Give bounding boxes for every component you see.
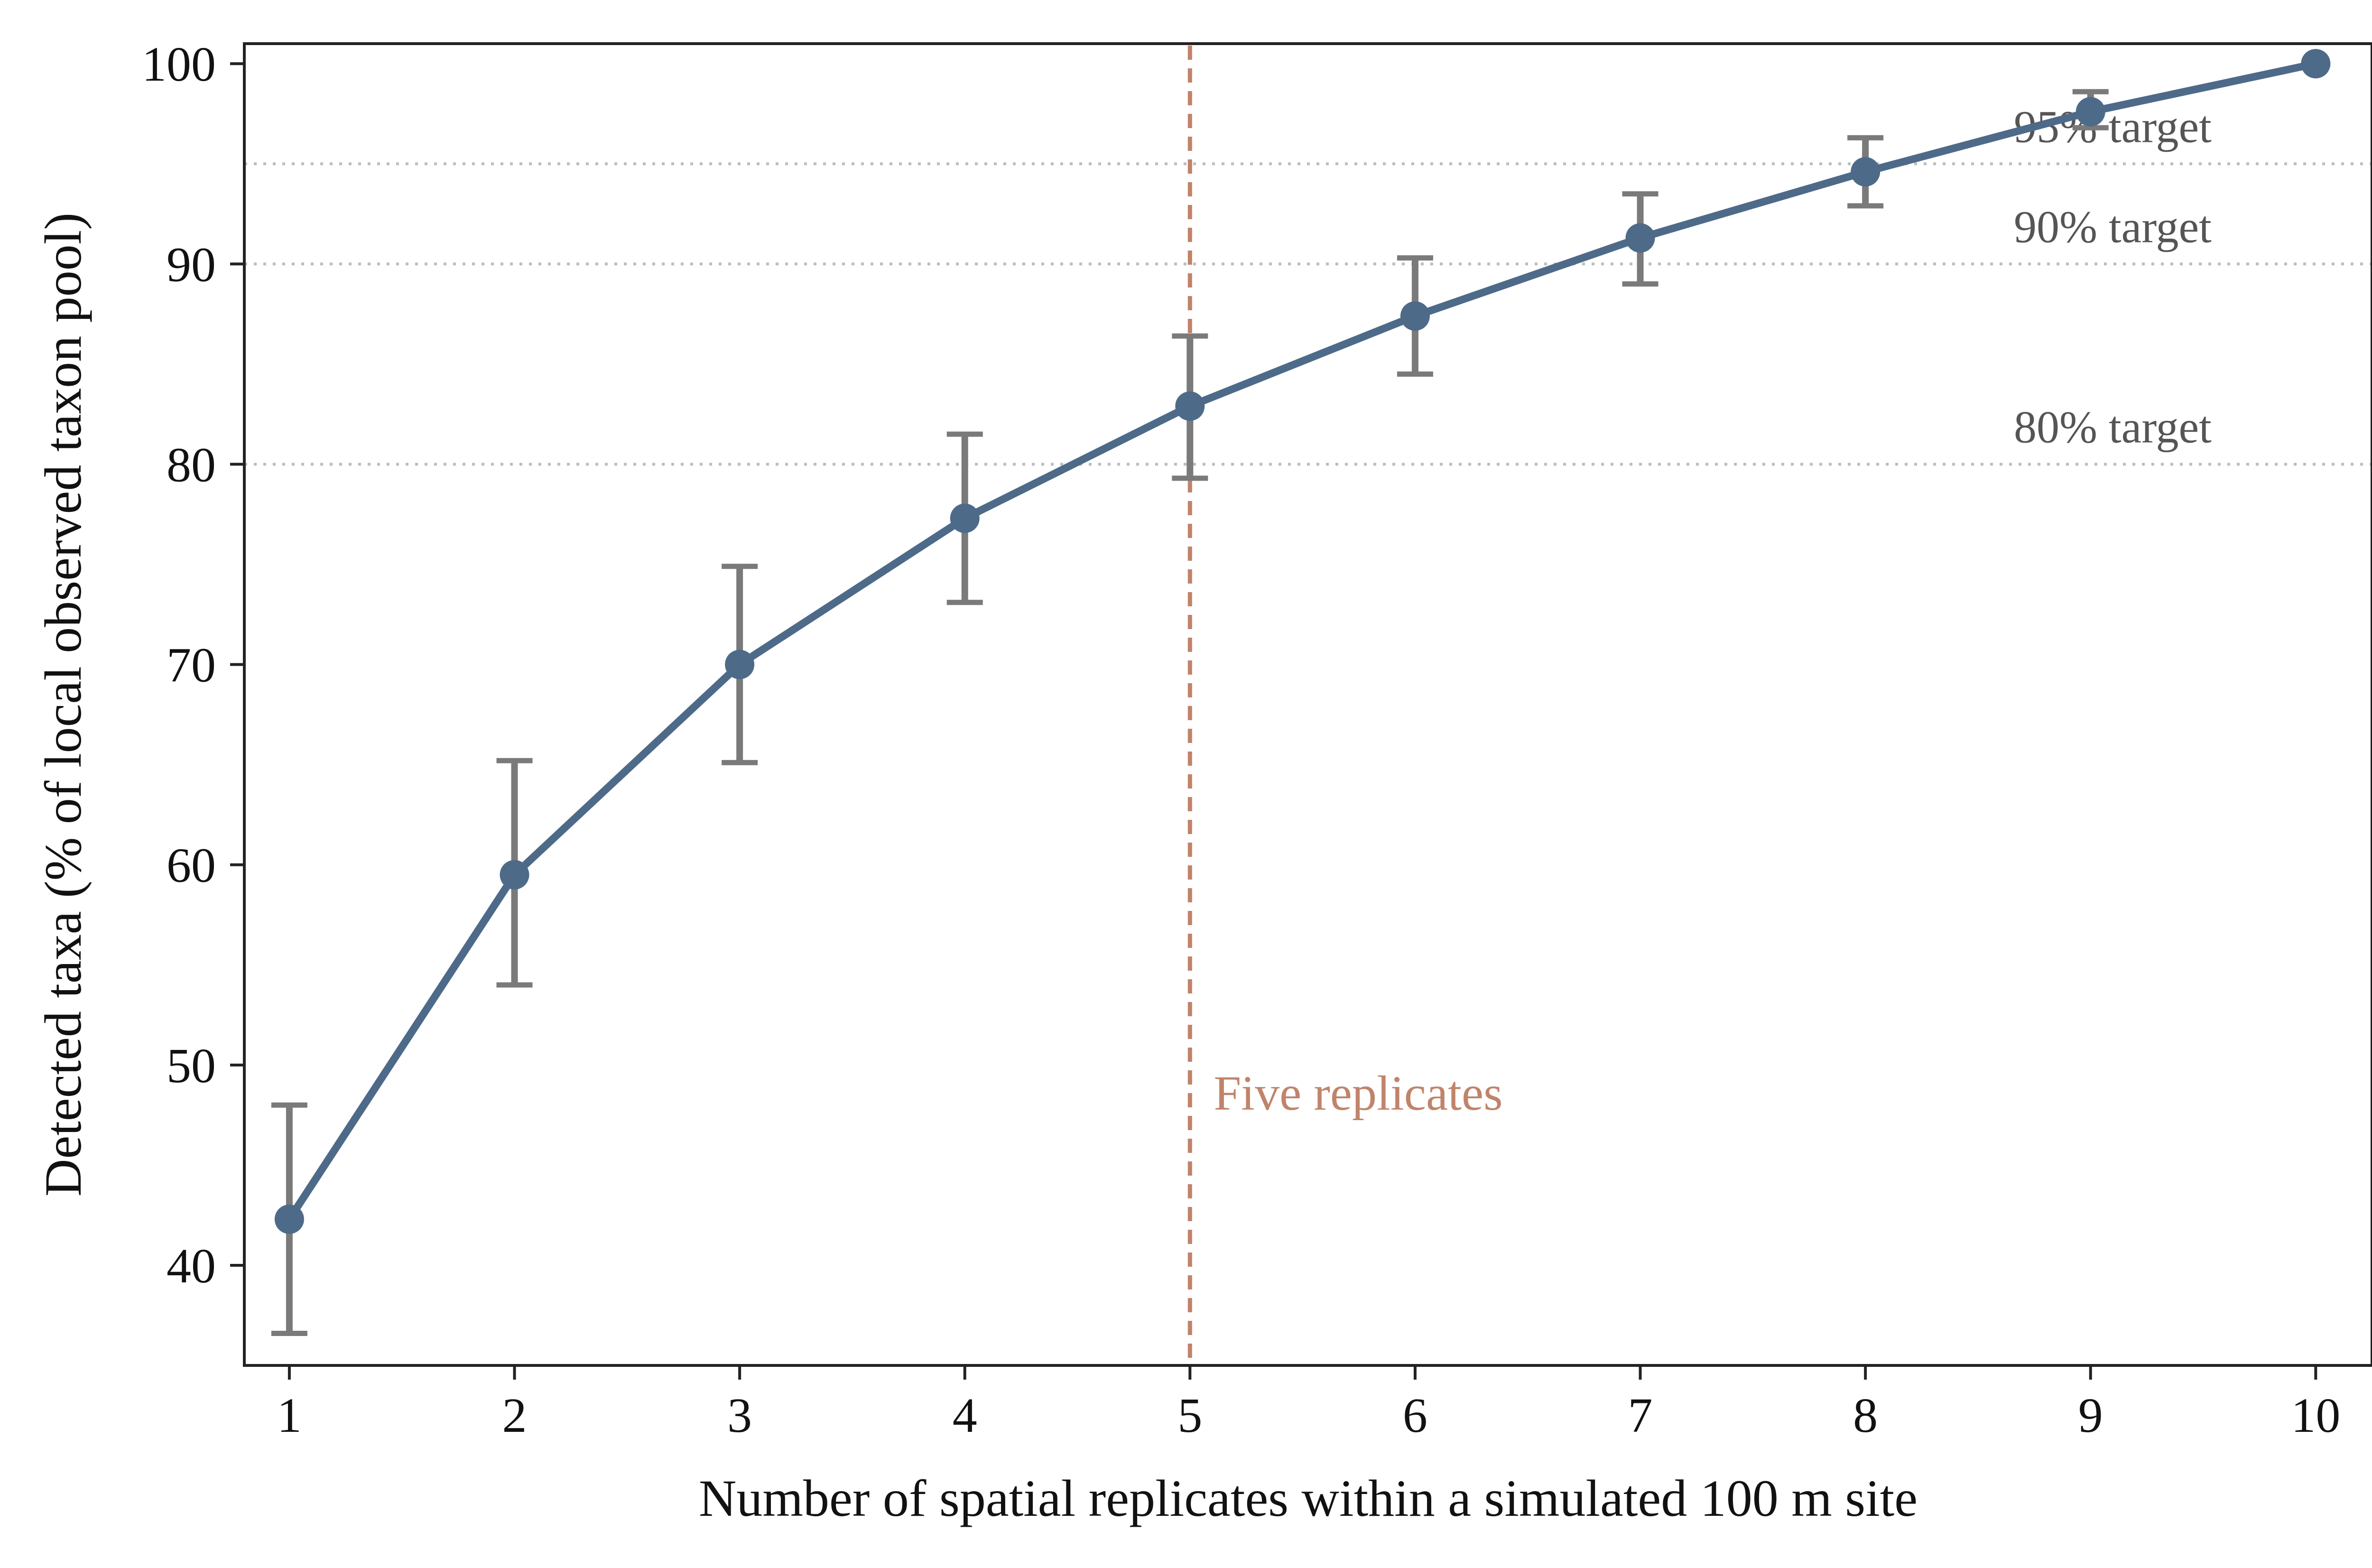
data-point bbox=[1400, 301, 1430, 331]
x-tick-label: 6 bbox=[1403, 1388, 1427, 1443]
target-label-90: 90% target bbox=[2014, 201, 2212, 252]
x-tick-label: 4 bbox=[953, 1388, 977, 1443]
x-tick-label: 2 bbox=[502, 1388, 527, 1443]
x-tick-label: 10 bbox=[2291, 1388, 2340, 1443]
y-tick-label: 40 bbox=[167, 1239, 216, 1293]
data-point bbox=[500, 860, 529, 890]
y-tick-label: 100 bbox=[142, 37, 216, 92]
y-tick-label: 70 bbox=[167, 638, 216, 693]
y-axis-title: Detected taxa (% of local observed taxon… bbox=[34, 213, 92, 1197]
data-point bbox=[1851, 157, 1881, 187]
y-tick-label: 80 bbox=[167, 437, 216, 492]
data-point bbox=[950, 503, 980, 533]
data-point bbox=[274, 1204, 304, 1234]
data-point bbox=[2076, 97, 2105, 127]
x-axis-title: Number of spatial replicates within a si… bbox=[699, 1469, 1918, 1527]
y-tick-label: 60 bbox=[167, 838, 216, 893]
y-tick-label: 90 bbox=[167, 237, 216, 292]
y-tick-label: 50 bbox=[167, 1039, 216, 1093]
x-tick-label: 7 bbox=[1628, 1388, 1653, 1443]
data-point bbox=[1625, 223, 1655, 253]
axes-layer: 1 2 3 4 5 6 7 8 9 10 40 50 60 70 80 90 100 bbox=[142, 37, 2372, 1443]
x-tick-label: 1 bbox=[277, 1388, 302, 1443]
target-label-80: 80% target bbox=[2014, 401, 2212, 452]
x-tick-label: 3 bbox=[727, 1388, 752, 1443]
series-layer bbox=[274, 49, 2331, 1234]
data-point bbox=[2301, 49, 2331, 79]
data-point bbox=[725, 649, 755, 679]
data-point bbox=[1175, 391, 1205, 421]
series-line bbox=[285, 60, 2320, 1223]
plot-frame bbox=[243, 42, 2372, 1367]
x-tick-label: 5 bbox=[1177, 1388, 1202, 1443]
replicate-reference-label: Five replicates bbox=[1214, 1066, 1502, 1121]
x-tick-label: 8 bbox=[1853, 1388, 1878, 1443]
x-tick-label: 9 bbox=[2078, 1388, 2103, 1443]
